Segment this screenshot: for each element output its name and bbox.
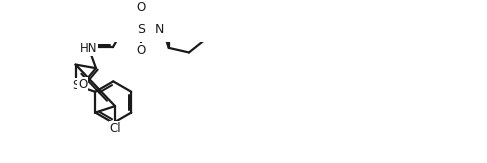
Text: O: O (78, 78, 87, 91)
Text: N: N (155, 23, 165, 36)
Text: O: O (136, 44, 146, 57)
Text: O: O (136, 1, 146, 14)
Text: HN: HN (80, 42, 97, 55)
Text: Cl: Cl (109, 122, 121, 135)
Text: S: S (137, 23, 145, 36)
Text: S: S (72, 79, 79, 92)
